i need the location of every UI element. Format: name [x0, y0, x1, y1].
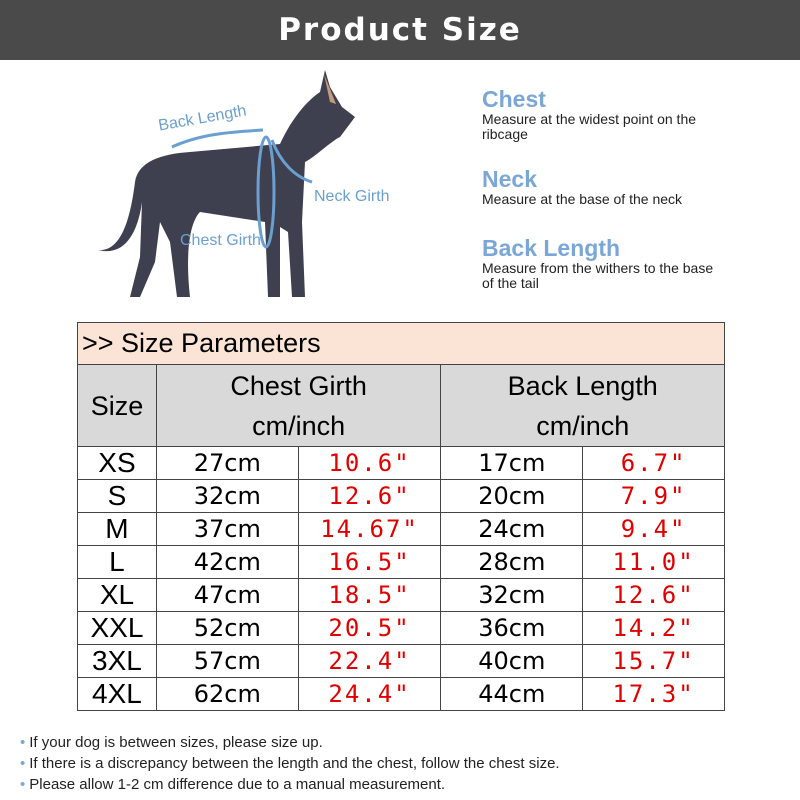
- size-table: >> Size Parameters Size Chest Girth cm/in…: [77, 322, 725, 711]
- back-cm-cell: 44cm: [440, 677, 584, 711]
- header-back-label: Back Length: [507, 370, 658, 401]
- guide-title: Neck: [482, 166, 537, 192]
- back-inch-cell: 11.0": [582, 545, 725, 579]
- size-cell: L: [77, 545, 157, 579]
- chest-inch-cell: 12.6": [297, 479, 442, 513]
- header-back-unit: cm/inch: [536, 410, 630, 441]
- chest-inch-cell: 22.4": [297, 644, 442, 678]
- size-cell: M: [77, 512, 157, 546]
- table-row: M 37cm 14.67" 24cm 9.4": [77, 512, 725, 546]
- back-cm-cell: 24cm: [440, 512, 584, 546]
- table-row: XXL 52cm 20.5" 36cm 14.2": [77, 611, 725, 645]
- table-row: XS 27cm 10.6" 17cm 6.7": [77, 446, 725, 480]
- size-cell: 3XL: [77, 644, 157, 678]
- chest-inch-cell: 10.6": [297, 446, 442, 480]
- guide-chest: Chest Measure at the widest point on the…: [482, 86, 782, 142]
- back-inch-cell: 14.2": [582, 611, 725, 645]
- header-size: Size: [77, 364, 157, 447]
- guide-title: Chest: [482, 86, 546, 112]
- notes-list: • If your dog is between sizes, please si…: [20, 732, 560, 795]
- chest-cm-cell: 52cm: [155, 611, 299, 645]
- chest-inch-cell: 18.5": [297, 578, 442, 612]
- chest-inch-cell: 24.4": [297, 677, 442, 711]
- dog-illustration: [98, 70, 355, 297]
- chest-girth-label: Chest Girth: [180, 232, 261, 249]
- chest-cm-cell: 37cm: [155, 512, 299, 546]
- back-cm-cell: 28cm: [440, 545, 584, 579]
- neck-girth-label: Neck Girth: [314, 188, 390, 205]
- chest-inch-cell: 14.67": [297, 512, 442, 546]
- table-title: >> Size Parameters: [77, 322, 725, 365]
- chest-inch-cell: 20.5": [297, 611, 442, 645]
- note-item: • If your dog is between sizes, please si…: [20, 734, 323, 751]
- back-cm-cell: 17cm: [440, 446, 584, 480]
- page-title: Product Size: [0, 0, 800, 60]
- back-inch-cell: 9.4": [582, 512, 725, 546]
- table-row: 3XL 57cm 22.4" 40cm 15.7": [77, 644, 725, 678]
- note-text: If your dog is between sizes, please siz…: [29, 734, 323, 751]
- dog-measurement-diagram: Back Length Neck Girth Chest Girth: [80, 62, 420, 312]
- chest-cm-cell: 42cm: [155, 545, 299, 579]
- guide-title: Back Length: [482, 235, 621, 261]
- table-row: L 42cm 16.5" 28cm 11.0": [77, 545, 725, 579]
- guide-text: Measure at the widest point on the ribca…: [482, 111, 697, 142]
- guide-neck: Neck Measure at the base of the neck: [482, 166, 782, 207]
- back-inch-cell: 15.7": [582, 644, 725, 678]
- guide-text: Measure at the base of the neck: [482, 191, 683, 207]
- size-cell: XS: [77, 446, 157, 480]
- chest-cm-cell: 62cm: [155, 677, 299, 711]
- note-text: If there is a discrepancy between the le…: [29, 755, 560, 772]
- note-text: Please allow 1-2 cm difference due to a …: [29, 776, 446, 793]
- size-cell: XXL: [77, 611, 157, 645]
- back-cm-cell: 40cm: [440, 644, 584, 678]
- chest-cm-cell: 27cm: [155, 446, 299, 480]
- back-cm-cell: 32cm: [440, 578, 584, 612]
- back-inch-cell: 7.9": [582, 479, 725, 513]
- guide-back-length: Back Length Measure from the withers to …: [482, 235, 782, 291]
- size-cell: 4XL: [77, 677, 157, 711]
- chest-inch-cell: 16.5": [297, 545, 442, 579]
- size-cell: XL: [77, 578, 157, 612]
- chest-cm-cell: 47cm: [155, 578, 299, 612]
- back-inch-cell: 17.3": [582, 677, 725, 711]
- chest-cm-cell: 57cm: [155, 644, 299, 678]
- back-inch-cell: 12.6": [582, 578, 725, 612]
- header-chest: Chest Girth cm/inch: [155, 364, 442, 447]
- table-row: 4XL 62cm 24.4" 44cm 17.3": [77, 677, 725, 711]
- back-inch-cell: 6.7": [582, 446, 725, 480]
- header-back: Back Length cm/inch: [440, 364, 725, 447]
- back-cm-cell: 20cm: [440, 479, 584, 513]
- header-chest-label: Chest Girth: [230, 370, 367, 401]
- guide-text: Measure from the withers to the base of …: [482, 260, 714, 291]
- header-chest-unit: cm/inch: [252, 410, 346, 441]
- note-item: • If there is a discrepancy between the l…: [20, 755, 560, 772]
- size-cell: S: [77, 479, 157, 513]
- chest-cm-cell: 32cm: [155, 479, 299, 513]
- note-item: • Please allow 1-2 cm difference due to a…: [20, 776, 446, 793]
- table-row: S 32cm 12.6" 20cm 7.9": [77, 479, 725, 513]
- table-row: XL 47cm 18.5" 32cm 12.6": [77, 578, 725, 612]
- back-cm-cell: 36cm: [440, 611, 584, 645]
